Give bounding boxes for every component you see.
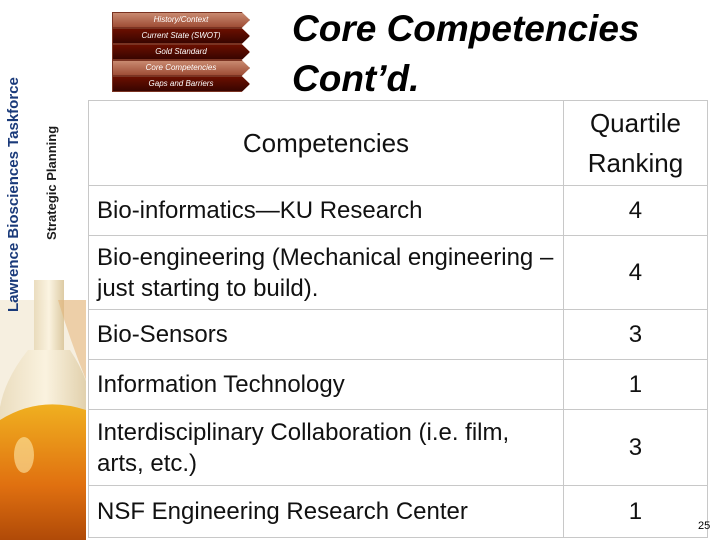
table-row: Bio-Sensors 3 — [88, 309, 709, 360]
slide-title-line2: Cont’d. — [292, 58, 420, 99]
nav-tab-current-state[interactable]: Current State (SWOT) — [112, 28, 250, 44]
competency-rank: 1 — [562, 359, 709, 410]
competency-name: Information Technology — [88, 359, 564, 410]
competency-name: NSF Engineering Research Center — [88, 485, 564, 538]
flask-illustration — [0, 0, 86, 540]
nav-tab-history-context[interactable]: History/Context — [112, 12, 250, 28]
nav-tab-gaps-barriers[interactable]: Gaps and Barriers — [112, 76, 250, 92]
sidebar-flask-strip: Lawrence Biosciences Taskforce Strategic… — [0, 0, 86, 540]
page-number: 25 — [698, 520, 711, 532]
nav-tab-gold-standard[interactable]: Gold Standard — [112, 44, 250, 60]
competency-rank: 1 — [562, 485, 709, 538]
competencies-table: Competencies Quartile Ranking Bio-inform… — [88, 100, 709, 538]
header-rank-line2: Ranking — [587, 148, 684, 178]
competency-rank: 3 — [562, 309, 709, 360]
competency-name: Bio-informatics—KU Research — [88, 185, 564, 236]
competency-rank: 3 — [562, 409, 709, 486]
table-row: Bio-informatics—KU Research 4 — [88, 185, 709, 236]
sidebar-vertical-title: Lawrence Biosciences Taskforce — [5, 77, 22, 312]
table-header-row: Competencies Quartile Ranking — [88, 100, 709, 186]
competency-name: Interdisciplinary Collaboration (i.e. fi… — [88, 409, 564, 486]
table-row: Interdisciplinary Collaboration (i.e. fi… — [88, 409, 709, 486]
header-rank-line1: Quartile — [589, 108, 681, 138]
table-row: Information Technology 1 — [88, 359, 709, 410]
header-quartile-ranking: Quartile Ranking — [562, 100, 709, 186]
slide-title: Core Competencies Cont’d. — [292, 4, 640, 104]
slide-title-line1: Core Competencies — [292, 8, 640, 49]
competency-rank: 4 — [562, 235, 709, 310]
nav-tab-core-competencies[interactable]: Core Competencies — [112, 60, 250, 76]
table-row: NSF Engineering Research Center 1 — [88, 485, 709, 538]
sidebar-vertical-subtitle: Strategic Planning — [44, 125, 59, 240]
header-competencies: Competencies — [88, 100, 564, 186]
competency-rank: 4 — [562, 185, 709, 236]
table-row: Bio-engineering (Mechanical engineering … — [88, 235, 709, 310]
competency-name: Bio-Sensors — [88, 309, 564, 360]
competency-name: Bio-engineering (Mechanical engineering … — [88, 235, 564, 310]
